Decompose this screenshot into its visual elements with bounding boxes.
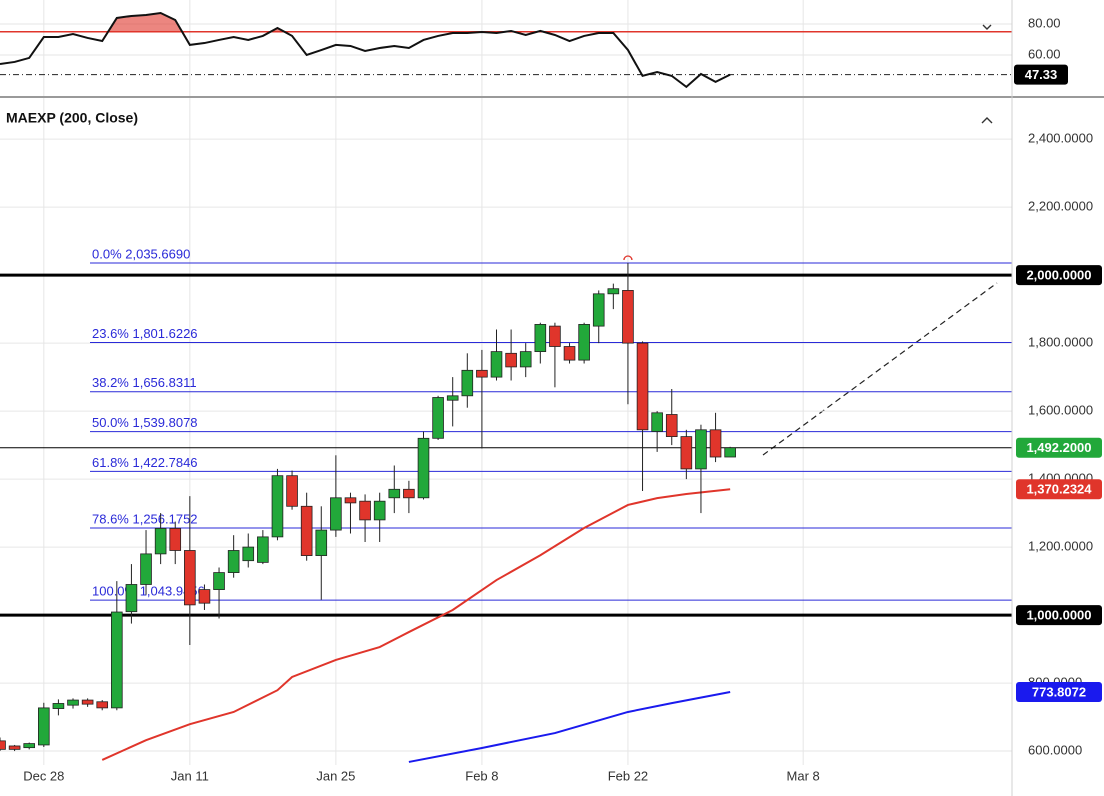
price-badge: [1016, 265, 1102, 286]
fib-label: 0.0% 2,035.6690: [92, 246, 190, 261]
x-tick-label: Mar 8: [787, 768, 820, 783]
price-badge: [1016, 605, 1102, 626]
candle-body: [96, 701, 109, 709]
candle-body: [286, 475, 298, 507]
price-badge: [1016, 437, 1102, 458]
candle-body: [300, 505, 313, 556]
trend-line: [762, 282, 998, 456]
candle-body: [198, 589, 211, 604]
price-pane: 0.0% 2,035.6690 23.6% 1,801.6226 38.2% 1,6…: [0, 138, 1012, 763]
candle-body: [403, 488, 415, 499]
candle-body: [505, 352, 517, 368]
alert-marker: [623, 255, 633, 261]
candle-body: [549, 325, 561, 347]
moving-average: [101, 488, 731, 761]
candle-body: [461, 369, 474, 397]
price-badge-label: 2,000.0000: [1026, 268, 1091, 283]
y-tick-label: 2,400.0000: [1028, 131, 1093, 146]
fib-label: 78.6% 1,256.1752: [92, 511, 198, 526]
candle-body: [111, 611, 123, 709]
candle-body: [373, 500, 386, 521]
candle-body: [432, 397, 444, 439]
expand-button[interactable]: [982, 24, 992, 30]
candle-body: [169, 527, 182, 551]
price-badge-label: 773.8072: [1032, 684, 1086, 699]
x-tick-label: Feb 22: [608, 768, 648, 783]
candle-body: [344, 497, 357, 504]
candle-body: [651, 412, 663, 432]
candle-body: [330, 497, 342, 531]
y-tick-label: 1,800.0000: [1028, 335, 1093, 350]
candle-body: [271, 475, 284, 538]
candle-body: [154, 527, 167, 555]
candle-body: [636, 342, 649, 431]
x-tick-label: Feb 8: [465, 768, 498, 783]
y-tick-label: 600.0000: [1028, 742, 1082, 757]
candle-body: [38, 707, 50, 746]
candle-body: [578, 324, 590, 361]
candle-body: [476, 369, 488, 378]
price-badge-label: 47.33: [1025, 67, 1058, 82]
candle-body: [52, 703, 65, 709]
fib-label: 61.8% 1,422.7846: [92, 455, 198, 470]
x-tick-label: Jan 11: [171, 768, 209, 783]
candle-body: [622, 290, 634, 344]
candle-body: [184, 550, 196, 606]
fib-label: 100.0% 1,043.9456: [92, 584, 205, 599]
candle-body: [227, 550, 240, 573]
candle-body: [592, 293, 605, 327]
candle-body: [534, 324, 547, 353]
x-tick-label: Dec 28: [23, 768, 64, 783]
candle-body: [446, 395, 459, 401]
candle-body: [140, 553, 152, 585]
fib-label: 23.6% 1,801.6226: [92, 326, 198, 341]
candle-body: [680, 436, 693, 470]
price-badge-label: 1,000.0000: [1026, 608, 1091, 623]
candle-body: [724, 447, 736, 458]
fib-label: 38.2% 1,656.8311: [92, 375, 197, 390]
candle-body: [213, 572, 225, 590]
price-badge: [1016, 681, 1102, 702]
y-tick-label: 2,200.0000: [1028, 199, 1093, 214]
candle-body: [125, 584, 138, 613]
fib-label: 50.0% 1,539.8078: [92, 415, 198, 430]
candle-body: [81, 699, 94, 705]
rsi-pane: [0, 11, 1012, 89]
candle-body: [563, 346, 576, 361]
x-tick-label: Jan 25: [316, 768, 355, 783]
y-tick-label: 1,600.0000: [1028, 403, 1093, 418]
y-tick-label: 1,200.0000: [1028, 539, 1093, 554]
y-tick-label: 80.00: [1028, 15, 1061, 30]
candle-body: [257, 536, 269, 563]
candle-body: [67, 699, 79, 706]
candle-body: [490, 351, 503, 378]
candle-body: [359, 500, 371, 521]
price-badge: [1014, 64, 1068, 85]
candle-body: [242, 546, 255, 562]
candle-body: [388, 488, 401, 499]
candle-body: [709, 429, 722, 458]
axis-layer: 80.0060.0047.33600.0000800.00001,000.000…: [23, 15, 1102, 783]
indicator-title: MAEXP (200, Close): [6, 110, 138, 126]
price-badge-label: 1,370.2324: [1026, 482, 1092, 497]
price-badge-label: 1,492.2000: [1026, 440, 1091, 455]
candle-body: [0, 740, 6, 750]
y-tick-label: 60.00: [1028, 46, 1061, 61]
candle-body: [607, 288, 620, 295]
overbought-fill: [0, 13, 731, 32]
collapse-button[interactable]: [981, 117, 993, 124]
rsi-line: [0, 11, 731, 89]
candle-body: [315, 529, 328, 556]
candle-body: [665, 414, 678, 437]
candle-body: [695, 429, 707, 470]
candle-body: [519, 351, 532, 368]
candle-body: [23, 743, 36, 749]
price-badge: [1016, 479, 1102, 500]
candle-body: [417, 437, 430, 499]
candle-body: [8, 745, 21, 750]
moving-average: [408, 690, 731, 763]
